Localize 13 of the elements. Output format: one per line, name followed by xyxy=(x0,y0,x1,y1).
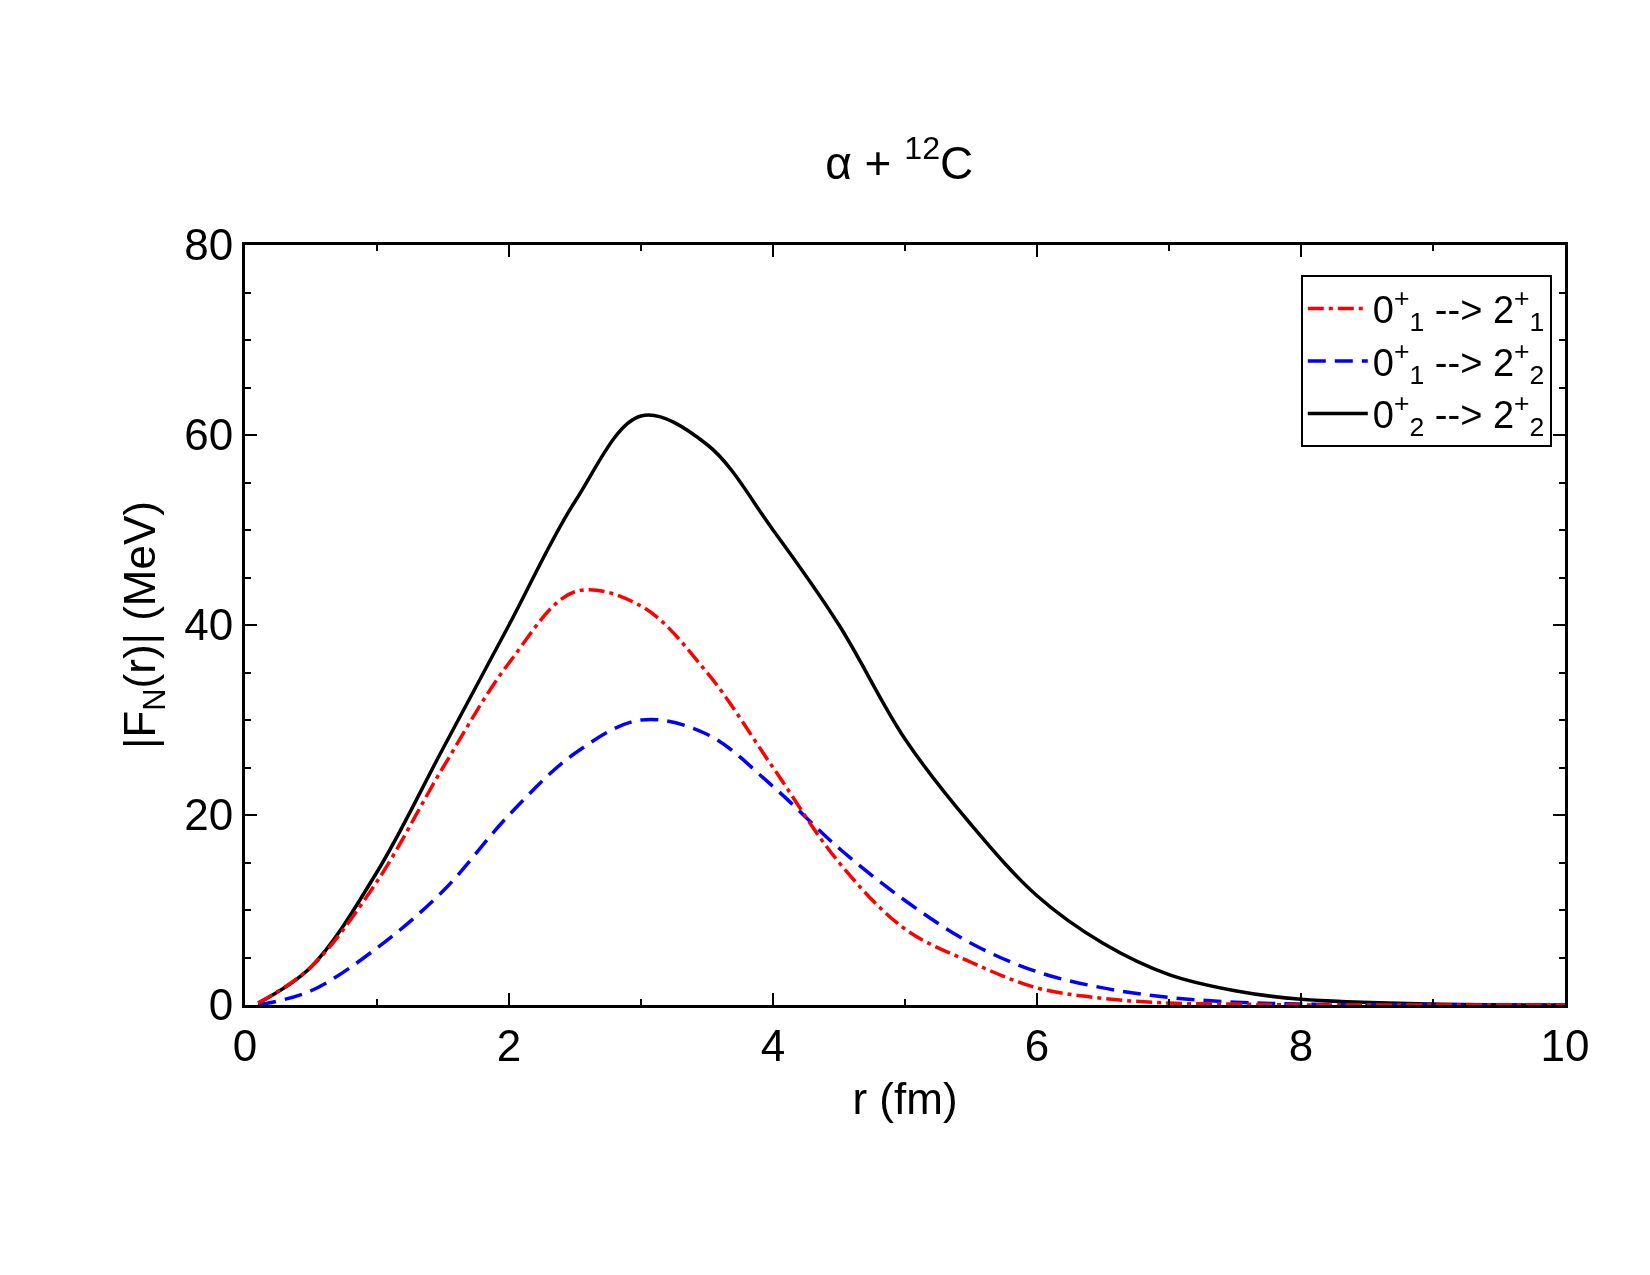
y-tick-label: 0 xyxy=(208,980,234,1030)
chart-title: α + $^{12}$C xyxy=(825,130,974,189)
x-tick-label: 8 xyxy=(1288,1020,1314,1070)
y-tick-label: 80 xyxy=(184,220,234,270)
x-tick-label: 2 xyxy=(496,1020,522,1070)
y-tick-label: 20 xyxy=(184,790,234,840)
y-tick-label: 40 xyxy=(184,600,234,650)
x-tick-label: 6 xyxy=(1024,1020,1050,1070)
x-axis-title: r (fm) xyxy=(852,1074,958,1124)
x-tick-label: 4 xyxy=(760,1020,786,1070)
line-series xyxy=(256,588,1565,1005)
x-tick-label: 10 xyxy=(1540,1020,1590,1070)
y-tick-label: 60 xyxy=(184,410,234,460)
